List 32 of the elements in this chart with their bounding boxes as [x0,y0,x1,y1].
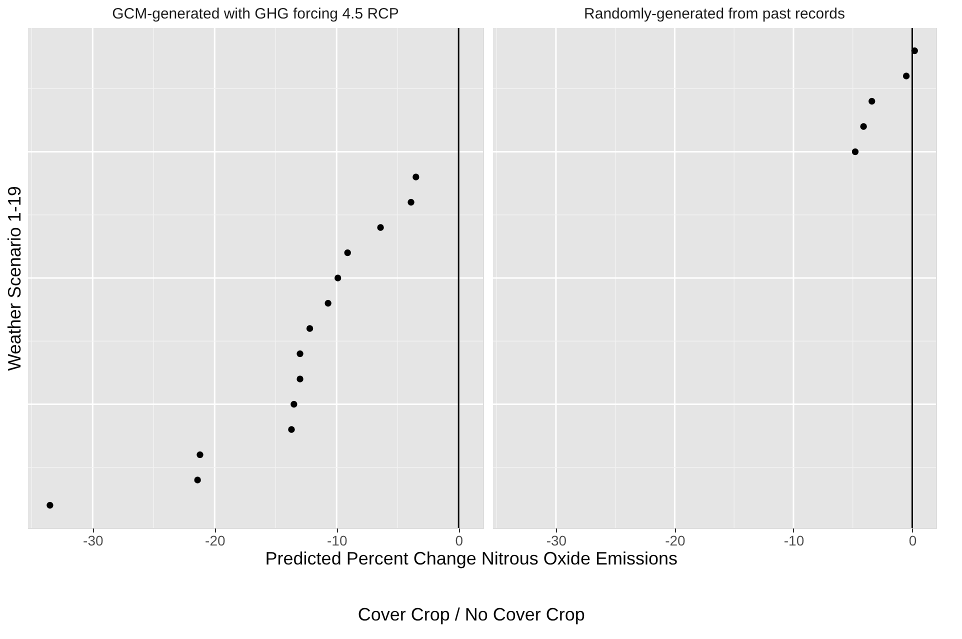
x-tick-label: -10 [327,532,348,548]
point [196,451,204,458]
x-tick-label: 0 [908,532,917,548]
text: Cover Crop / No Cover Crop [358,604,585,624]
point [902,72,910,80]
point [868,98,876,105]
chart-title: Randomly-generated from past records [584,5,845,22]
point [306,325,314,332]
point [911,47,918,54]
point [46,502,54,509]
point [412,174,420,180]
point [296,376,304,382]
x-tick-label: 0 [455,532,464,548]
point [194,476,201,484]
x-tick-label: -30 [83,532,104,548]
point [852,148,859,156]
point [288,426,295,433]
point [344,249,351,256]
point [334,274,342,282]
y-axis-title: Weather Scenario 1-19 [4,186,24,371]
x-tick-label: -20 [205,532,226,548]
point [860,123,867,130]
x-tick-label: -10 [784,532,804,548]
chart-title: GCM-generated with GHG forcing 4.5 RCP [112,5,399,22]
x-tick-label: -30 [546,532,567,548]
x-tick-label: -20 [665,532,686,548]
point [408,198,414,206]
point [290,400,298,408]
point [377,224,384,231]
point [296,350,304,358]
x-axis-title: Predicted Percent Change Nitrous Oxide Emissions [265,548,678,568]
point [324,300,332,307]
